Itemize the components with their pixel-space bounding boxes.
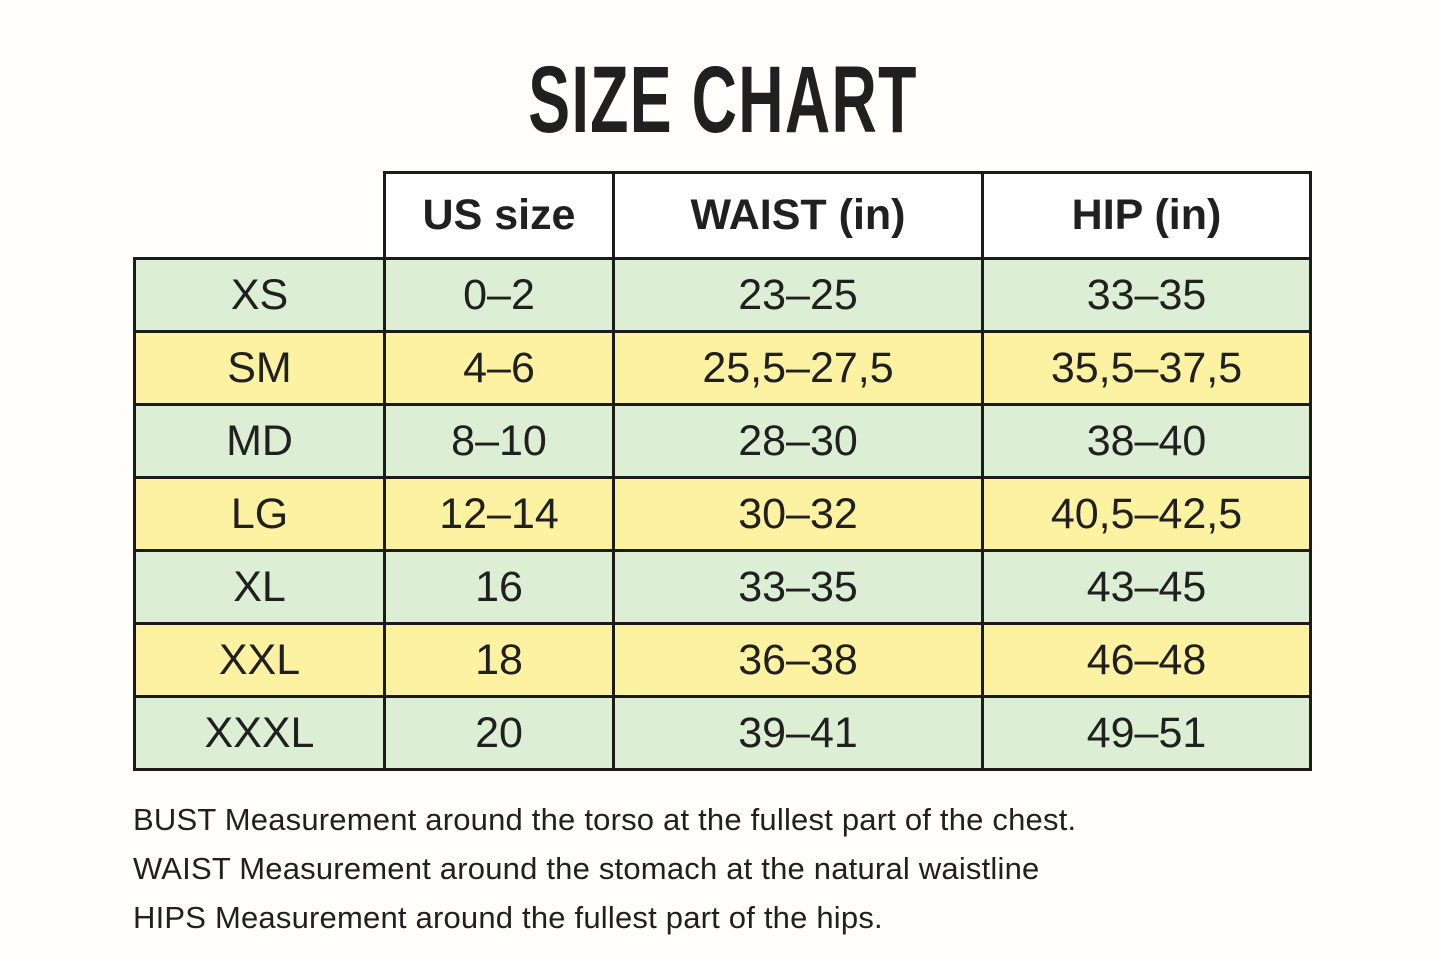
cell-hip: 40,5–42,5: [981, 476, 1312, 552]
table-header: US size WAIST (in) HIP (in): [135, 171, 1312, 260]
cell-waist: 39–41: [612, 695, 984, 771]
cell-us-size: 12–14: [383, 476, 615, 552]
cell-size: MD: [133, 403, 386, 479]
table-row: XXXL 20 39–41 49–51: [133, 695, 1312, 771]
cell-hip: 35,5–37,5: [981, 330, 1312, 406]
cell-us-size: 8–10: [383, 403, 615, 479]
header-waist: WAIST (in): [612, 171, 984, 260]
table-row: LG 12–14 30–32 40,5–42,5: [133, 476, 1312, 552]
table-row: XXL 18 36–38 46–48: [133, 622, 1312, 698]
cell-hip: 33–35: [981, 257, 1312, 333]
cell-waist: 25,5–27,5: [612, 330, 984, 406]
cell-size: XXL: [133, 622, 386, 698]
page-title-text: SIZE CHART: [527, 47, 918, 153]
cell-us-size: 18: [383, 622, 615, 698]
cell-us-size: 20: [383, 695, 615, 771]
cell-size: SM: [133, 330, 386, 406]
cell-us-size: 0–2: [383, 257, 615, 333]
cell-size: LG: [133, 476, 386, 552]
header-row: US size WAIST (in) HIP (in): [135, 171, 1312, 260]
table-row: XS 0–2 23–25 33–35: [133, 257, 1312, 333]
table-row: XL 16 33–35 43–45: [133, 549, 1312, 625]
cell-waist: 30–32: [612, 476, 984, 552]
note-line: HIPS Measurement around the fullest part…: [133, 900, 883, 935]
cell-hip: 46–48: [981, 622, 1312, 698]
note-line: WAIST Measurement around the stomach at …: [133, 851, 1040, 886]
header-hip: HIP (in): [981, 171, 1312, 260]
page-title: SIZE CHART: [0, 46, 1445, 155]
cell-us-size: 16: [383, 549, 615, 625]
measurement-notes: BUST Measurement around the torso at the…: [133, 795, 1076, 942]
header-us-size: US size: [383, 171, 615, 260]
cell-waist: 23–25: [612, 257, 984, 333]
cell-hip: 43–45: [981, 549, 1312, 625]
cell-size: XS: [133, 257, 386, 333]
table-row: MD 8–10 28–30 38–40: [133, 403, 1312, 479]
table-body: XS 0–2 23–25 33–35 SM 4–6 25,5–27,5 35,5…: [133, 257, 1312, 771]
cell-hip: 38–40: [981, 403, 1312, 479]
cell-hip: 49–51: [981, 695, 1312, 771]
cell-waist: 33–35: [612, 549, 984, 625]
note-line: BUST Measurement around the torso at the…: [133, 802, 1077, 837]
cell-us-size: 4–6: [383, 330, 615, 406]
cell-waist: 28–30: [612, 403, 984, 479]
table-row: SM 4–6 25,5–27,5 35,5–37,5: [133, 330, 1312, 406]
cell-waist: 36–38: [612, 622, 984, 698]
cell-size: XXXL: [133, 695, 386, 771]
size-chart-table: US size WAIST (in) HIP (in) XS 0–2 23–25…: [133, 171, 1312, 771]
cell-size: XL: [133, 549, 386, 625]
header-spacer-cell: [135, 173, 385, 259]
